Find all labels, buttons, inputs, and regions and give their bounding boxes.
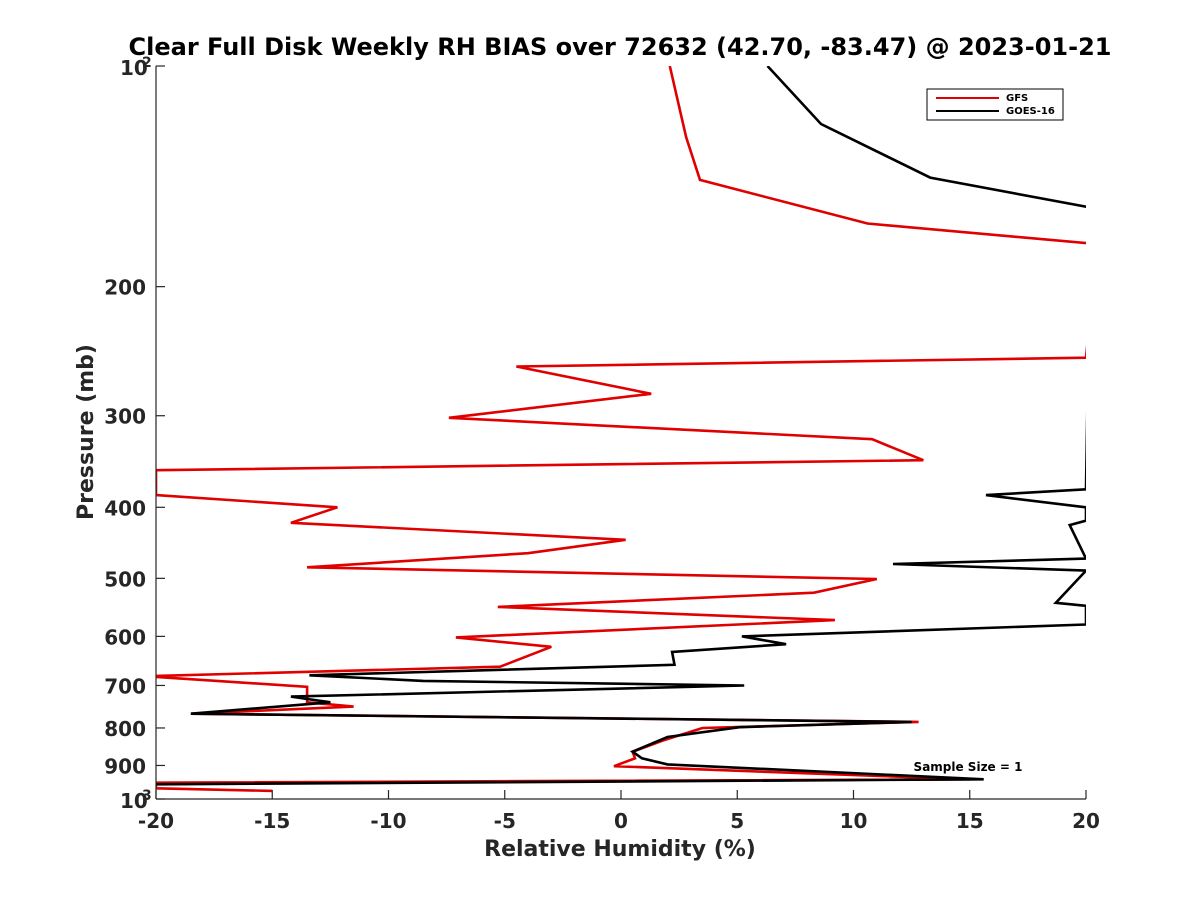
sample-size-note: Sample Size = 1 bbox=[914, 760, 1023, 774]
y-tick-label: 300 bbox=[104, 405, 146, 429]
y-axis-label: Pressure (mb) bbox=[74, 344, 99, 520]
chart-title: Clear Full Disk Weekly RH BIAS over 7263… bbox=[129, 33, 1112, 61]
y-tick-exponent: 2 bbox=[142, 55, 152, 71]
legend-label-gfs: GFS bbox=[1006, 93, 1028, 104]
y-tick-exponent: 3 bbox=[142, 788, 152, 804]
x-tick-label: -15 bbox=[254, 809, 290, 833]
x-tick-label: 20 bbox=[1072, 809, 1100, 833]
y-tick-label: 10 bbox=[120, 789, 148, 813]
x-tick-label: -10 bbox=[370, 809, 406, 833]
series-line-goes-16 bbox=[156, 66, 1086, 786]
axes-layer: -20 -15 -10 -5 0 5 10 15 20102200300400500600700… bbox=[104, 55, 1100, 833]
legend-label-goes16: GOES-16 bbox=[1006, 106, 1055, 117]
legend: GFS GOES-16 bbox=[926, 88, 1064, 121]
y-tick-label: 200 bbox=[104, 276, 146, 300]
x-tick-label: 15 bbox=[956, 809, 984, 833]
legend-box bbox=[926, 88, 1064, 121]
y-tick-label: 10 bbox=[120, 56, 148, 80]
x-tick-label: -5 bbox=[494, 809, 516, 833]
y-tick-label: 600 bbox=[104, 625, 146, 649]
x-tick-label: 5 bbox=[730, 809, 744, 833]
series-layer bbox=[156, 66, 1086, 793]
y-tick-label: 400 bbox=[104, 496, 146, 520]
y-tick-label: 500 bbox=[104, 567, 146, 591]
x-tick-label: -20 bbox=[138, 809, 174, 833]
y-tick-label: 900 bbox=[104, 754, 146, 778]
x-axis-label: Relative Humidity (%) bbox=[484, 837, 756, 862]
x-tick-label: 10 bbox=[840, 809, 868, 833]
y-tick-label: 800 bbox=[104, 717, 146, 741]
x-tick-label: 0 bbox=[614, 809, 628, 833]
y-tick-label: 700 bbox=[104, 674, 146, 698]
